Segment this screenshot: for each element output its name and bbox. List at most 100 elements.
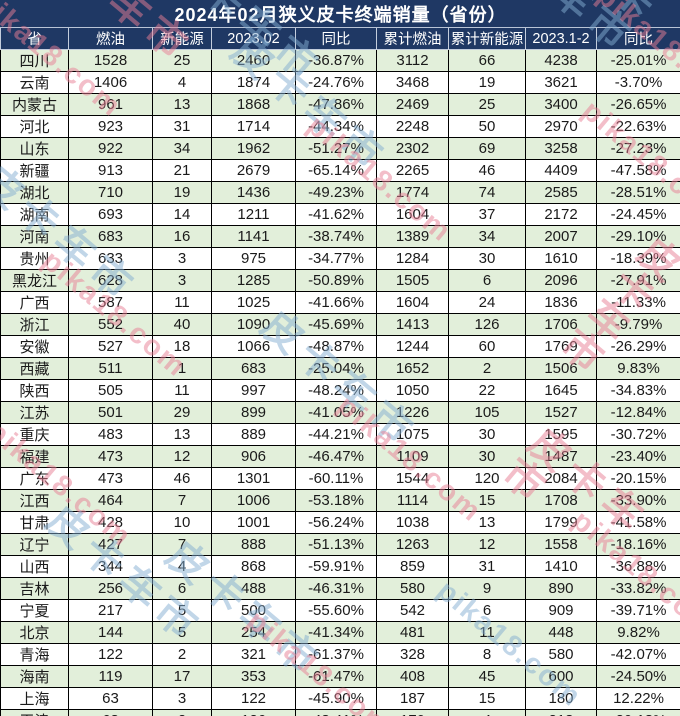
value-cell: 37 bbox=[448, 203, 526, 226]
column-header-4: 同比 bbox=[295, 27, 377, 50]
value-cell: 74 bbox=[448, 181, 526, 204]
value-cell: 1868 bbox=[211, 93, 296, 116]
value-cell: -41.34% bbox=[295, 621, 377, 644]
value-cell: -48.41% bbox=[295, 709, 377, 716]
table-row: 北京 144 5 254 -41.34% 481 11 448 9.82% bbox=[0, 621, 680, 644]
value-cell: 2679 bbox=[211, 159, 296, 182]
value-cell: 3 bbox=[152, 687, 212, 710]
value-cell: 527 bbox=[68, 335, 153, 358]
value-cell: 2 bbox=[448, 357, 526, 380]
value-cell: -49.23% bbox=[295, 181, 377, 204]
table-row: 新疆 913 21 2679 -65.14% 2265 46 4409 -47.58% bbox=[0, 159, 680, 182]
value-cell: 1769 bbox=[525, 335, 597, 358]
value-cell: 6 bbox=[152, 577, 212, 600]
value-cell: 552 bbox=[68, 313, 153, 336]
value-cell: -42.07% bbox=[595, 643, 680, 666]
value-cell: 8 bbox=[448, 643, 526, 666]
value-cell: 2084 bbox=[525, 467, 597, 490]
value-cell: 9.83% bbox=[595, 357, 680, 380]
value-cell: -55.60% bbox=[295, 599, 377, 622]
value-cell: -22.63% bbox=[595, 115, 680, 138]
value-cell: -20.15% bbox=[595, 467, 680, 490]
value-cell: -41.62% bbox=[295, 203, 377, 226]
value-cell: 2096 bbox=[525, 269, 597, 292]
table-row: 山东 922 34 1962 -51.27% 2302 69 3258 -27.23% bbox=[0, 137, 680, 160]
value-cell: 1244 bbox=[376, 335, 449, 358]
value-cell: 34 bbox=[448, 225, 526, 248]
table-row: 海南 119 17 353 -61.47% 408 45 600 -24.50% bbox=[0, 665, 680, 688]
value-cell: 13 bbox=[152, 423, 212, 446]
province-cell: 黑龙江 bbox=[0, 269, 69, 292]
value-cell: -38.74% bbox=[295, 225, 377, 248]
value-cell: -27.91% bbox=[595, 269, 680, 292]
value-cell: 218 bbox=[525, 709, 597, 716]
value-cell: 321 bbox=[211, 643, 296, 666]
value-cell: 1025 bbox=[211, 291, 296, 314]
province-cell: 湖北 bbox=[0, 181, 69, 204]
table-row: 天津632126-48.41%1704218-20.18% bbox=[0, 709, 680, 716]
value-cell: -50.89% bbox=[295, 269, 377, 292]
value-cell: 587 bbox=[68, 291, 153, 314]
value-cell: 1263 bbox=[376, 533, 449, 556]
value-cell: 2460 bbox=[211, 49, 296, 72]
value-cell: 4 bbox=[448, 709, 526, 716]
value-cell: 906 bbox=[211, 445, 296, 468]
province-cell: 内蒙古 bbox=[0, 93, 69, 116]
value-cell: 6 bbox=[448, 599, 526, 622]
table-row: 广东 473 46 1301 -60.11% 1544 120 2084 -20.15% bbox=[0, 467, 680, 490]
value-cell: 1050 bbox=[376, 379, 449, 402]
title-row: 2024年02月狭义皮卡终端销量（省份） bbox=[0, 0, 680, 28]
table-row: 浙江 552 40 1090 -45.69% 1413 126 1706 -9.79% bbox=[0, 313, 680, 336]
value-cell: 30 bbox=[448, 247, 526, 270]
value-cell: 30 bbox=[448, 423, 526, 446]
value-cell: 45 bbox=[448, 665, 526, 688]
value-cell: 1001 bbox=[211, 511, 296, 534]
value-cell: 922 bbox=[68, 137, 153, 160]
value-cell: 1836 bbox=[525, 291, 597, 314]
value-cell: 1645 bbox=[525, 379, 597, 402]
value-cell: 126 bbox=[211, 709, 296, 716]
value-cell: 1406 bbox=[68, 71, 153, 94]
province-cell: 山东 bbox=[0, 137, 69, 160]
column-header-6: 累计新能源 bbox=[448, 27, 526, 50]
value-cell: 60 bbox=[448, 335, 526, 358]
value-cell: 11 bbox=[448, 621, 526, 644]
value-cell: 6 bbox=[448, 269, 526, 292]
value-cell: 254 bbox=[211, 621, 296, 644]
value-cell: 19 bbox=[448, 71, 526, 94]
value-cell: 9 bbox=[448, 577, 526, 600]
value-cell: 464 bbox=[68, 489, 153, 512]
value-cell: 1284 bbox=[376, 247, 449, 270]
value-cell: -26.65% bbox=[595, 93, 680, 116]
value-cell: 3468 bbox=[376, 71, 449, 94]
value-cell: 3112 bbox=[376, 49, 449, 72]
value-cell: -26.29% bbox=[595, 335, 680, 358]
value-cell: 481 bbox=[376, 621, 449, 644]
value-cell: -23.40% bbox=[595, 445, 680, 468]
value-cell: 3621 bbox=[525, 71, 597, 94]
value-cell: 2248 bbox=[376, 115, 449, 138]
value-cell: 63 bbox=[68, 709, 153, 716]
value-cell: -48.87% bbox=[295, 335, 377, 358]
province-cell: 福建 bbox=[0, 445, 69, 468]
province-cell: 河北 bbox=[0, 115, 69, 138]
value-cell: -46.31% bbox=[295, 577, 377, 600]
value-cell: 344 bbox=[68, 555, 153, 578]
value-cell: -56.24% bbox=[295, 511, 377, 534]
value-cell: -39.71% bbox=[595, 599, 680, 622]
province-cell: 江西 bbox=[0, 489, 69, 512]
value-cell: 2 bbox=[152, 643, 212, 666]
value-cell: 448 bbox=[525, 621, 597, 644]
value-cell: 66 bbox=[448, 49, 526, 72]
value-cell: 4409 bbox=[525, 159, 597, 182]
province-cell: 宁夏 bbox=[0, 599, 69, 622]
value-cell: 427 bbox=[68, 533, 153, 556]
table-row: 宁夏 217 5 500 -55.60% 542 6 909 -39.71% bbox=[0, 599, 680, 622]
table-row: 吉林 256 6 488 -46.31% 580 9 890 -33.82% bbox=[0, 577, 680, 600]
province-cell: 河南 bbox=[0, 225, 69, 248]
value-cell: 328 bbox=[376, 643, 449, 666]
value-cell: 511 bbox=[68, 357, 153, 380]
value-cell: 1413 bbox=[376, 313, 449, 336]
value-cell: -34.77% bbox=[295, 247, 377, 270]
